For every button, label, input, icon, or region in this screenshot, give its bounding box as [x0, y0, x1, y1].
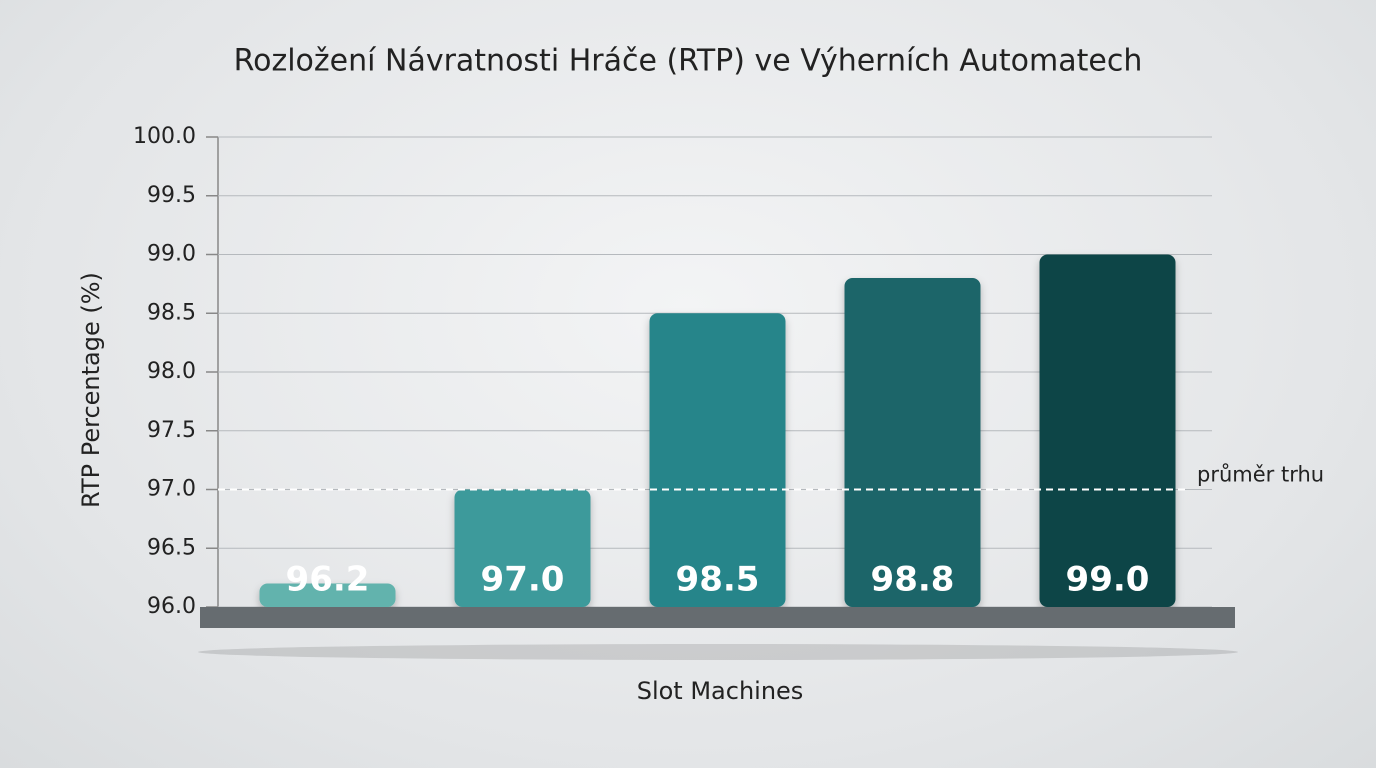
- y-tick-label: 99.0: [147, 242, 196, 267]
- bar: [649, 313, 786, 607]
- chart-title: Rozložení Návratnosti Hráče (RTP) ve Výh…: [234, 44, 1143, 79]
- y-tick-label: 96.5: [147, 535, 196, 560]
- x-axis-label: Slot Machines: [637, 677, 804, 705]
- y-tick-label: 100.0: [133, 124, 196, 149]
- platform-shadow: [198, 644, 1238, 660]
- bar: [1039, 254, 1176, 607]
- y-tick-label: 98.5: [147, 300, 196, 325]
- bar-value-label: 98.8: [871, 560, 955, 600]
- bar-value-label: 97.0: [481, 560, 565, 600]
- y-tick-label: 97.0: [147, 477, 196, 502]
- bar-value-label: 98.5: [676, 560, 760, 600]
- y-tick-label: 97.5: [147, 418, 196, 443]
- y-tick-label: 98.0: [147, 359, 196, 384]
- bar: [454, 489, 591, 607]
- bar-value-label: 99.0: [1066, 560, 1150, 600]
- bar-value-label: 96.2: [286, 560, 370, 600]
- reference-label: průměr trhu: [1197, 463, 1324, 487]
- y-tick-label: 96.0: [147, 594, 196, 619]
- bar: [844, 278, 981, 607]
- y-tick-label: 99.5: [147, 183, 196, 208]
- bar: [259, 583, 396, 607]
- platform: [200, 607, 1235, 628]
- y-axis-label: RTP Percentage (%): [77, 272, 105, 508]
